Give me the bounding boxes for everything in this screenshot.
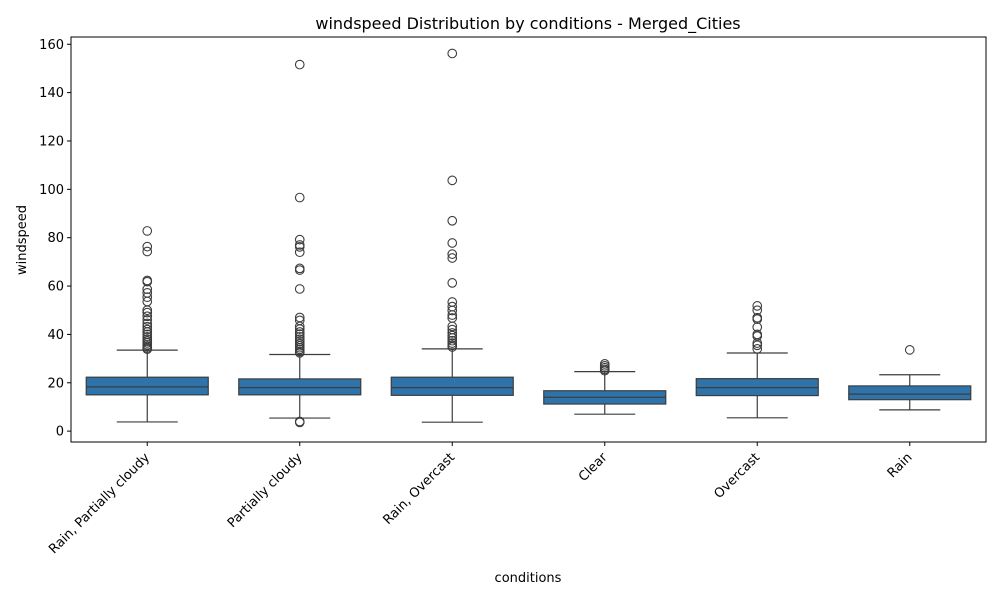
outlier-point [752, 301, 763, 311]
outlier-point [294, 247, 305, 258]
plot-frame [70, 36, 987, 443]
outlier-point [447, 175, 458, 186]
box-group [390, 48, 514, 423]
box-iqr [848, 385, 972, 401]
outlier-point [142, 241, 153, 252]
outlier-point [447, 278, 458, 288]
y-axis-title: windspeed [15, 205, 30, 275]
outlier-point [447, 215, 458, 226]
box-group [85, 226, 209, 423]
y-tick-label: 140 [39, 86, 64, 101]
outlier-point [142, 292, 153, 303]
outlier-point [142, 276, 153, 287]
outlier-point [142, 307, 153, 318]
outlier-point [142, 321, 153, 332]
y-axis: 0 20 40 60 80 100 120 140 160 [39, 38, 71, 440]
outlier-point [752, 340, 763, 351]
x-tick-label: Partially cloudy [225, 450, 306, 531]
box-iqr [390, 376, 514, 396]
outlier-point [447, 342, 458, 352]
outlier-point [294, 329, 305, 340]
x-tick-label: Overcast [711, 450, 763, 502]
outlier-point [447, 328, 458, 338]
box-iqr [238, 378, 362, 396]
outlier-point [294, 234, 305, 245]
box-group [848, 345, 972, 411]
box-group [543, 359, 667, 415]
outlier-point [294, 59, 305, 70]
outlier-point [294, 265, 305, 275]
outlier-point [752, 344, 763, 354]
plot-marks [85, 48, 972, 428]
outlier-point [447, 249, 458, 259]
outlier-point [447, 335, 458, 346]
y-tick-label: 120 [39, 134, 64, 149]
y-tick-label: 160 [39, 38, 64, 53]
box-iqr [85, 376, 209, 396]
box-group [238, 59, 362, 428]
outlier-point [294, 416, 305, 427]
y-tick-label: 100 [39, 183, 64, 198]
outlier-point [142, 324, 153, 335]
outlier-point [447, 310, 458, 320]
outlier-point [447, 330, 458, 341]
x-axis: Rain, Partially cloudy Partially cloudy Ra… [46, 442, 916, 557]
x-tick-label: Rain, Partially cloudy [46, 450, 153, 557]
outlier-point [294, 284, 305, 294]
outlier-point [142, 327, 153, 337]
y-tick-label: 40 [47, 328, 64, 343]
y-tick-label: 20 [47, 376, 64, 391]
x-tick-label: Rain [885, 450, 916, 481]
outlier-point [447, 321, 458, 332]
outlier-point [142, 315, 153, 325]
outlier-point [142, 331, 153, 342]
outlier-point [447, 253, 458, 263]
x-tick-label: Clear [576, 450, 611, 485]
outlier-point [294, 347, 305, 358]
outlier-point [294, 242, 305, 252]
outlier-point [447, 305, 458, 316]
outlier-point [904, 345, 915, 355]
outlier-point [142, 246, 153, 257]
outlier-point [599, 365, 610, 376]
x-tick-label: Rain, Overcast [380, 450, 458, 528]
chart-title: windspeed Distribution by conditions - M… [315, 14, 740, 34]
outlier-point [294, 192, 305, 203]
outlier-point [752, 314, 763, 325]
outlier-point [142, 305, 153, 316]
outlier-point [142, 284, 153, 295]
x-axis-title: conditions [495, 571, 562, 586]
outlier-point [142, 226, 153, 236]
outlier-point [447, 238, 458, 248]
outlier-point [294, 324, 305, 334]
y-tick-label: 60 [47, 280, 64, 295]
outlier-point [752, 331, 763, 341]
outlier-point [294, 321, 305, 332]
outlier-point [142, 344, 153, 355]
outlier-point [142, 311, 153, 322]
box-group [695, 301, 819, 419]
outlier-point [447, 48, 458, 59]
y-tick-label: 80 [47, 231, 64, 246]
y-tick-label: 0 [56, 425, 64, 440]
